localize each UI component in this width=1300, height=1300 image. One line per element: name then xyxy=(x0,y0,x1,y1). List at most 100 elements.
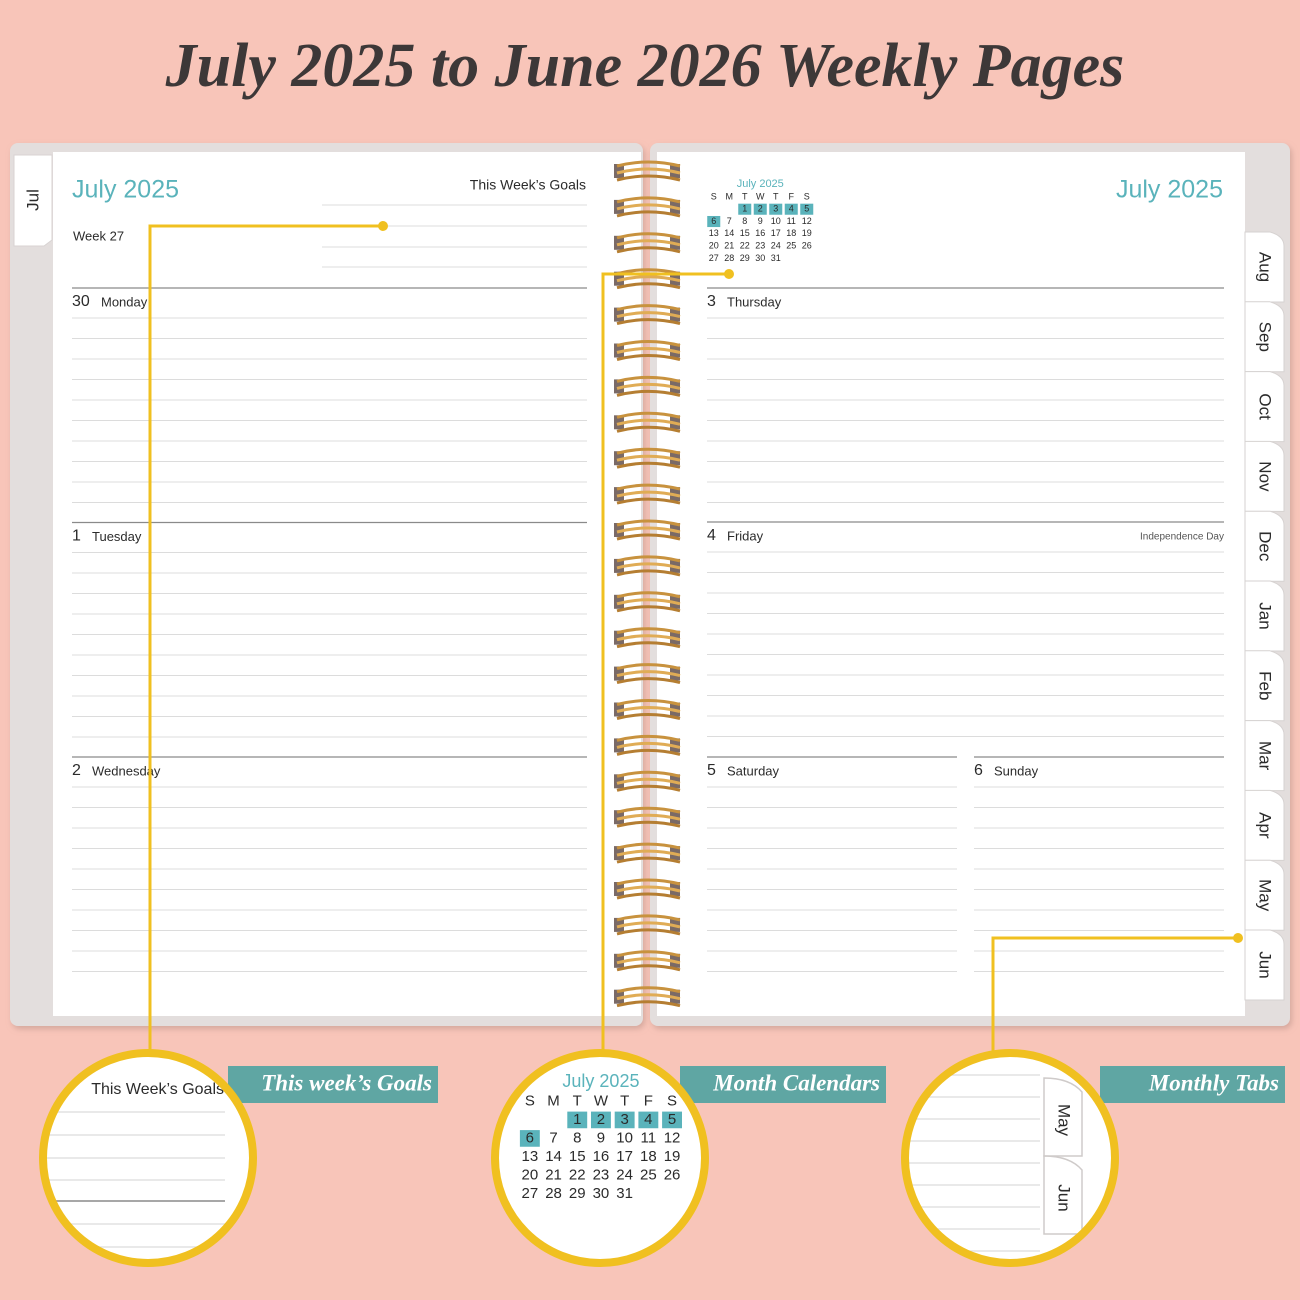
spiral-ring xyxy=(616,713,681,720)
spiral-ring xyxy=(616,174,681,182)
spiral-ring xyxy=(616,246,681,254)
callout-label-box xyxy=(680,1066,886,1103)
spiral-ring xyxy=(616,605,681,613)
spiral-ring xyxy=(616,203,681,211)
month-tab xyxy=(1244,650,1285,722)
calendar-day: 6 xyxy=(711,216,716,226)
spiral-ring xyxy=(616,663,681,671)
weekday: S xyxy=(525,1092,535,1109)
calendar-day: 19 xyxy=(664,1148,681,1165)
day-name: Friday xyxy=(727,528,764,543)
spiral-ring xyxy=(616,993,681,1001)
day-name: Saturday xyxy=(727,763,780,778)
tab-label: Feb xyxy=(1256,671,1275,700)
calendar-day: 23 xyxy=(755,240,765,250)
spiral-ring xyxy=(616,196,681,204)
spiral-ring xyxy=(616,389,681,397)
calendar-day: 3 xyxy=(620,1111,628,1128)
spiral-ring xyxy=(616,425,681,433)
day-date: 2 xyxy=(72,762,81,779)
day-highlight xyxy=(769,203,783,215)
calendar-day: 26 xyxy=(802,240,812,250)
tab-label: Aug xyxy=(1256,252,1275,282)
spiral-ring xyxy=(616,770,681,778)
month-title: July 2025 xyxy=(72,176,179,204)
tab-label: Mar xyxy=(1256,741,1275,771)
spiral-ring xyxy=(616,986,681,994)
day-highlight xyxy=(519,1130,540,1147)
spiral-ring xyxy=(616,670,681,678)
calendar-day: 20 xyxy=(709,240,719,250)
month-tab xyxy=(1244,371,1285,443)
calendar-day: 10 xyxy=(616,1129,633,1146)
calendar-day: 19 xyxy=(802,228,812,238)
spiral-ring xyxy=(616,519,681,527)
spiral-ring xyxy=(616,347,681,354)
month-tab xyxy=(1244,720,1285,792)
calendar-day: 21 xyxy=(545,1166,562,1183)
spiral-ring xyxy=(616,964,681,972)
calendar-day: 17 xyxy=(771,228,781,238)
weekday: W xyxy=(594,1092,609,1109)
calendar-day: 31 xyxy=(616,1185,633,1202)
weekday: F xyxy=(789,191,795,201)
spiral-ring xyxy=(616,627,681,635)
day-highlight xyxy=(753,203,767,215)
calendar-day: 10 xyxy=(771,216,781,226)
callout-label-box xyxy=(228,1066,438,1103)
spiral-ring xyxy=(616,928,681,936)
day-name: Monday xyxy=(101,294,148,309)
spiral-ring xyxy=(616,598,681,606)
calendar-day: 5 xyxy=(804,204,809,214)
calendar-day: 21 xyxy=(724,240,734,250)
day-highlight xyxy=(662,1111,683,1129)
spiral-ring xyxy=(616,634,681,642)
day-date: 5 xyxy=(707,762,716,779)
spiral-ring xyxy=(616,699,681,706)
left-tab xyxy=(13,154,53,247)
weekday: W xyxy=(756,191,765,201)
callout-dot xyxy=(378,221,388,231)
month-tab xyxy=(1043,1077,1083,1157)
spiral-ring xyxy=(616,569,681,577)
calendar-day: 30 xyxy=(593,1185,610,1202)
weekday: M xyxy=(726,191,734,201)
spiral-ring xyxy=(616,806,681,814)
calendar-day: 16 xyxy=(755,228,765,238)
spiral-ring xyxy=(616,856,681,864)
calendar-day: 5 xyxy=(668,1111,676,1128)
spiral-ring xyxy=(616,167,681,175)
tab-label: Jun xyxy=(1256,951,1275,978)
calendar-day: 12 xyxy=(802,216,812,226)
day-date: 4 xyxy=(707,527,716,544)
spiral-ring xyxy=(616,490,681,498)
calendar-day: 8 xyxy=(742,216,747,226)
callout-label: Month Calendars xyxy=(712,1070,880,1095)
calendar-day: 4 xyxy=(789,204,794,214)
day-date: 1 xyxy=(72,528,81,545)
calendar-day: 12 xyxy=(664,1129,681,1146)
calendar-day: 3 xyxy=(773,204,778,214)
calendar-day: 4 xyxy=(644,1111,652,1128)
spiral-ring xyxy=(616,1000,681,1008)
spiral-ring xyxy=(616,957,681,965)
tab-label: Sep xyxy=(1256,322,1275,352)
spiral-ring xyxy=(616,555,681,563)
calendar-day: 11 xyxy=(787,216,796,226)
callout-label-box xyxy=(1100,1066,1285,1103)
month-tab xyxy=(1244,580,1285,652)
tab-label: Apr xyxy=(1256,812,1275,839)
spiral-ring xyxy=(616,591,681,599)
spiral-ring xyxy=(616,454,681,462)
spiral-ring xyxy=(616,318,681,326)
tab-label: Dec xyxy=(1256,531,1275,562)
tab-label: Jul xyxy=(23,189,42,211)
spiral-ring xyxy=(616,641,681,649)
spiral-ring xyxy=(616,734,681,742)
weekday: S xyxy=(667,1092,677,1109)
month-tab xyxy=(1244,301,1285,373)
spiral-ring xyxy=(616,849,681,857)
spiral-ring xyxy=(616,418,681,426)
